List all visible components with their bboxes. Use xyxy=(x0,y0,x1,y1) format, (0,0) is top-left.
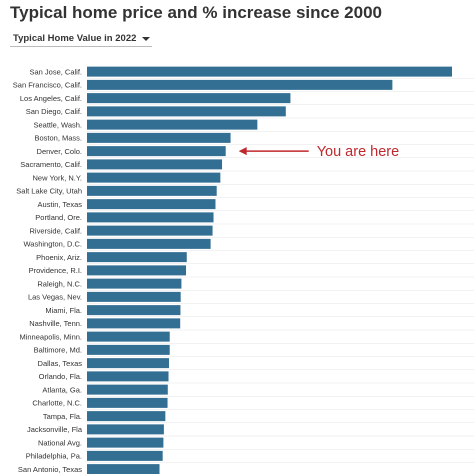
bar[interactable] xyxy=(87,119,258,130)
category-label: Boston, Mass. xyxy=(34,134,82,143)
category-label: Dallas, Texas xyxy=(38,359,83,368)
category-labels: San Jose, Calif. San Francisco, Calif. Los… xyxy=(13,67,83,474)
category-label: Los Angeles, Calif. xyxy=(20,94,82,103)
bar[interactable] xyxy=(87,265,187,276)
category-label: Baltimore, Md. xyxy=(34,346,82,355)
bar[interactable] xyxy=(87,252,187,263)
bar[interactable] xyxy=(87,464,160,474)
bar[interactable] xyxy=(87,146,226,157)
bar[interactable] xyxy=(87,344,170,355)
category-label: Minneapolis, Minn. xyxy=(19,332,82,341)
bar[interactable] xyxy=(87,450,163,461)
metric-dropdown-value: Typical Home Value in 2022 xyxy=(13,33,137,44)
category-label: Phoenix, Ariz. xyxy=(36,253,82,262)
bar[interactable] xyxy=(87,397,168,408)
chart-title: Typical home price and % increase since … xyxy=(10,3,382,22)
bar[interactable] xyxy=(87,79,393,90)
category-label: Miami, Fla. xyxy=(45,306,82,315)
bar[interactable] xyxy=(87,278,182,289)
bar[interactable] xyxy=(87,212,214,223)
category-label: Las Vegas, Nev. xyxy=(28,293,82,302)
arrow-left-icon xyxy=(238,147,247,156)
category-label: Sacramento, Calif. xyxy=(20,160,82,169)
bar[interactable] xyxy=(87,199,216,210)
bar[interactable] xyxy=(87,318,181,329)
category-label: San Diego, Calif. xyxy=(26,107,82,116)
category-label: Atlanta, Ga. xyxy=(42,385,82,394)
category-label: San Jose, Calif. xyxy=(29,67,82,76)
bar[interactable] xyxy=(87,424,164,435)
bar[interactable] xyxy=(87,437,164,448)
category-label: Philadelphia, Pa. xyxy=(26,452,82,461)
bar[interactable] xyxy=(87,331,170,342)
category-label: San Antonio, Texas xyxy=(18,465,82,474)
bar[interactable] xyxy=(87,66,452,77)
annotation-label: You are here xyxy=(317,144,400,160)
bar[interactable] xyxy=(87,411,166,422)
bar[interactable] xyxy=(87,358,170,369)
category-label: New York, N.Y. xyxy=(33,173,82,182)
category-label: Charlotte, N.C. xyxy=(32,399,82,408)
bar[interactable] xyxy=(87,159,223,170)
category-label: Portland, Ore. xyxy=(35,213,82,222)
category-label: San Francisco, Calif. xyxy=(13,81,82,90)
bars xyxy=(87,66,452,474)
bar[interactable] xyxy=(87,305,181,316)
category-label: Orlando, Fla. xyxy=(39,372,82,381)
bar[interactable] xyxy=(87,291,181,302)
bar[interactable] xyxy=(87,185,217,196)
bar[interactable] xyxy=(87,225,213,236)
category-label: Salt Lake City, Utah xyxy=(16,187,82,196)
category-label: Nashville, Tenn. xyxy=(29,319,82,328)
bar[interactable] xyxy=(87,132,231,143)
category-label: Seattle, Wash. xyxy=(34,120,83,129)
grid-lines xyxy=(87,77,474,463)
category-label: Riverside, Calif. xyxy=(29,226,82,235)
bar[interactable] xyxy=(87,371,169,382)
category-label: Jacksonville, Fla xyxy=(27,425,83,434)
bar[interactable] xyxy=(87,238,211,249)
metric-dropdown[interactable]: Typical Home Value in 2022 xyxy=(10,30,152,47)
category-label: Providence, R.I. xyxy=(29,266,82,275)
bar[interactable] xyxy=(87,172,221,183)
category-label: Tampa, Fla. xyxy=(43,412,82,421)
category-label: Washington, D.C. xyxy=(24,240,83,249)
bar[interactable] xyxy=(87,106,286,117)
category-label: Denver, Colo. xyxy=(37,147,82,156)
bar[interactable] xyxy=(87,384,168,395)
category-label: Austin, Texas xyxy=(38,200,83,209)
chevron-down-icon xyxy=(142,37,150,41)
category-label: Raleigh, N.C. xyxy=(37,279,82,288)
annotation: You are here xyxy=(238,144,400,160)
category-label: National Avg. xyxy=(38,438,82,447)
bar[interactable] xyxy=(87,93,291,104)
